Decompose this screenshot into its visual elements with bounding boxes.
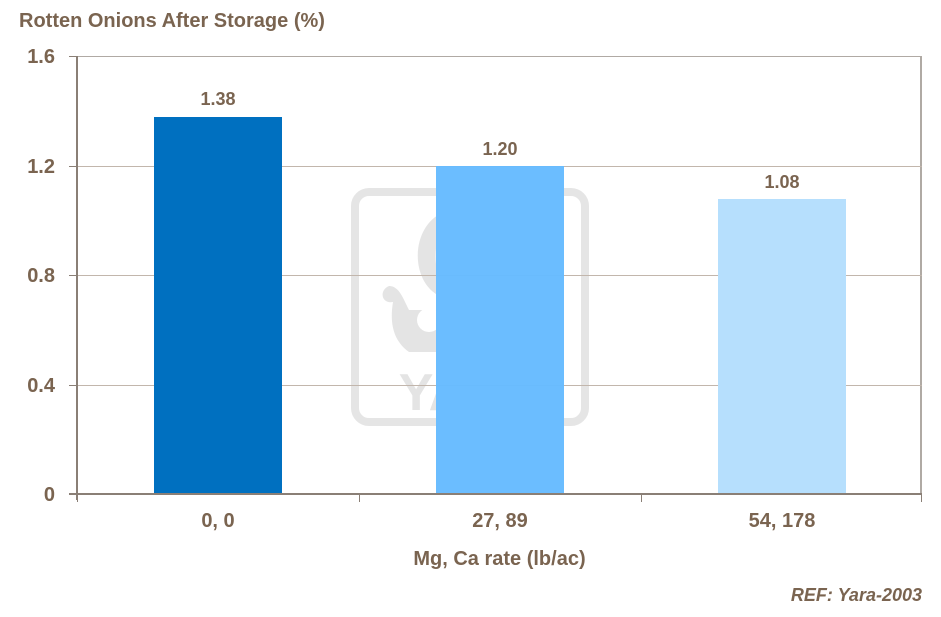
y-tick [69,275,77,276]
y-tick [69,56,77,57]
y-tick-label: 0.8 [27,265,55,287]
bar-27-89 [436,166,564,494]
y-tick [69,166,77,167]
x-category-label: 27, 89 [472,510,528,532]
x-category-label: 54, 178 [748,510,816,532]
y-tick-label: 0 [43,484,55,506]
x-tick [77,494,78,502]
x-tick [641,494,642,502]
y-tick-label: 0.4 [27,375,55,397]
bar-value-label: 1.08 [764,172,800,192]
y-tick-label: 1.6 [27,46,55,68]
y-tick [69,385,77,386]
x-axis-title: Mg, Ca rate (lb/ac) [413,548,586,570]
reference-note: REF: Yara-2003 [790,585,922,605]
bar-54-178 [718,199,846,494]
x-tick [359,494,360,502]
chart-title: Rotten Onions After Storage (%) [19,10,325,32]
x-category-label: 0, 0 [201,510,235,532]
x-axis-line [69,493,922,495]
bar-value-label: 1.20 [482,139,518,159]
x-tick [921,494,922,502]
bar-value-label: 1.38 [200,89,236,109]
y-axis-line [76,56,78,500]
y-tick-label: 1.2 [27,156,55,178]
bar-0-0 [154,117,282,494]
